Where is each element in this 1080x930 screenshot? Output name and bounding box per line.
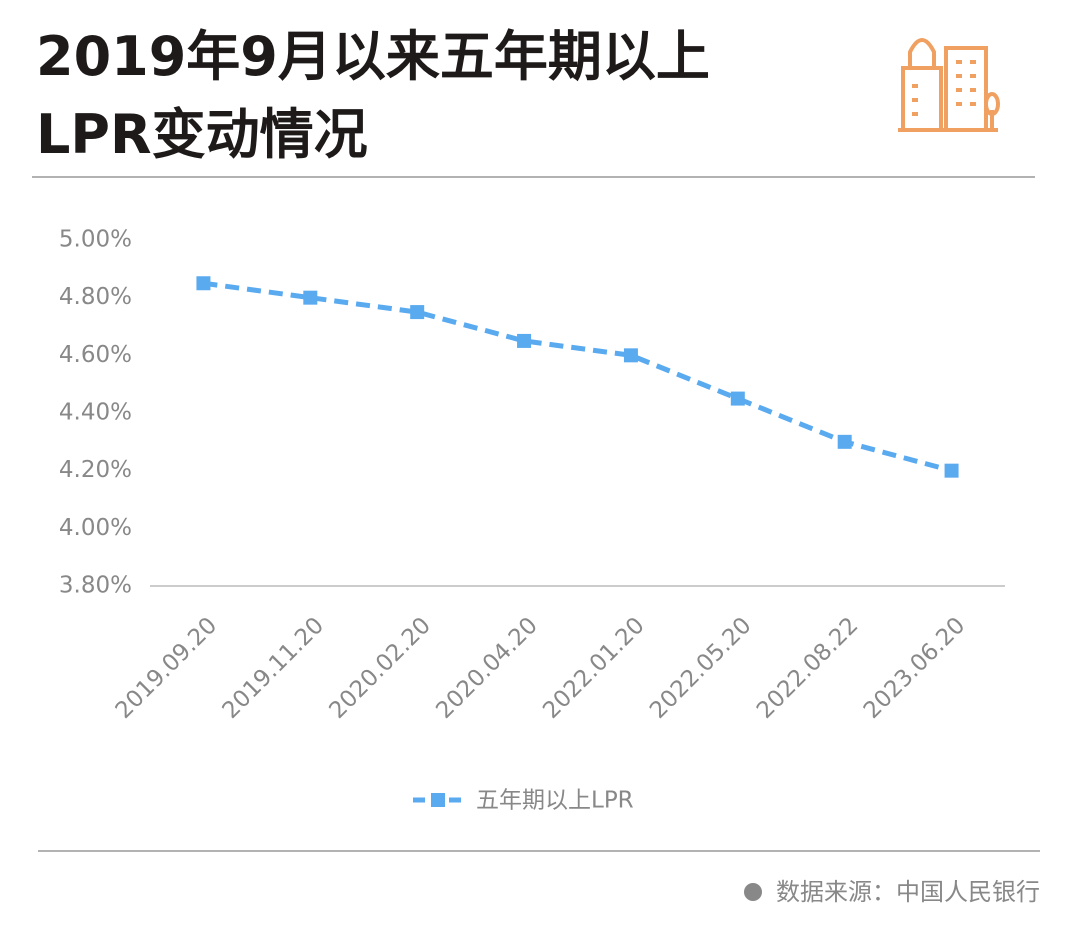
x-tick-label: 2023.06.20 <box>859 612 971 724</box>
x-tick-label: 2019.09.20 <box>111 612 223 724</box>
point-marker <box>517 333 532 348</box>
point-marker <box>196 276 211 291</box>
point-marker <box>303 290 318 305</box>
y-tick-label: 4.60% <box>59 342 132 368</box>
y-tick-label: 3.80% <box>59 573 132 599</box>
point-marker <box>410 305 425 320</box>
y-tick-label: 4.20% <box>59 457 132 483</box>
point-marker <box>837 434 852 449</box>
y-tick-label: 4.80% <box>59 284 132 310</box>
point-marker <box>944 463 959 478</box>
icon <box>898 38 1000 132</box>
x-tick-label: 2019.11.20 <box>218 612 330 724</box>
legend-marker <box>431 793 445 807</box>
x-tick-label: 2020.04.20 <box>431 612 543 724</box>
x-tick-label: 2022.05.20 <box>645 612 757 724</box>
legend-label: 五年期以上LPR <box>476 788 634 814</box>
y-tick-label: 4.00% <box>59 515 132 541</box>
source: 数据来源：中国人民银行 <box>744 872 1040 907</box>
x-tick-label: 2022.01.20 <box>538 612 650 724</box>
x-tick-label: 2020.02.20 <box>325 612 437 724</box>
x-tick-label: 2022.08.22 <box>752 612 864 724</box>
y-tick-label: 5.00% <box>59 227 132 253</box>
chart-title: 2019年9月以来五年期以上 LPR变动情况 <box>36 25 710 166</box>
point-marker <box>623 348 638 363</box>
y-tick-label: 4.40% <box>59 400 132 426</box>
series-line <box>203 280 953 474</box>
source-text: 数据来源：中国人民银行 <box>776 878 1040 906</box>
point-marker <box>730 391 745 406</box>
bullet <box>744 883 762 901</box>
